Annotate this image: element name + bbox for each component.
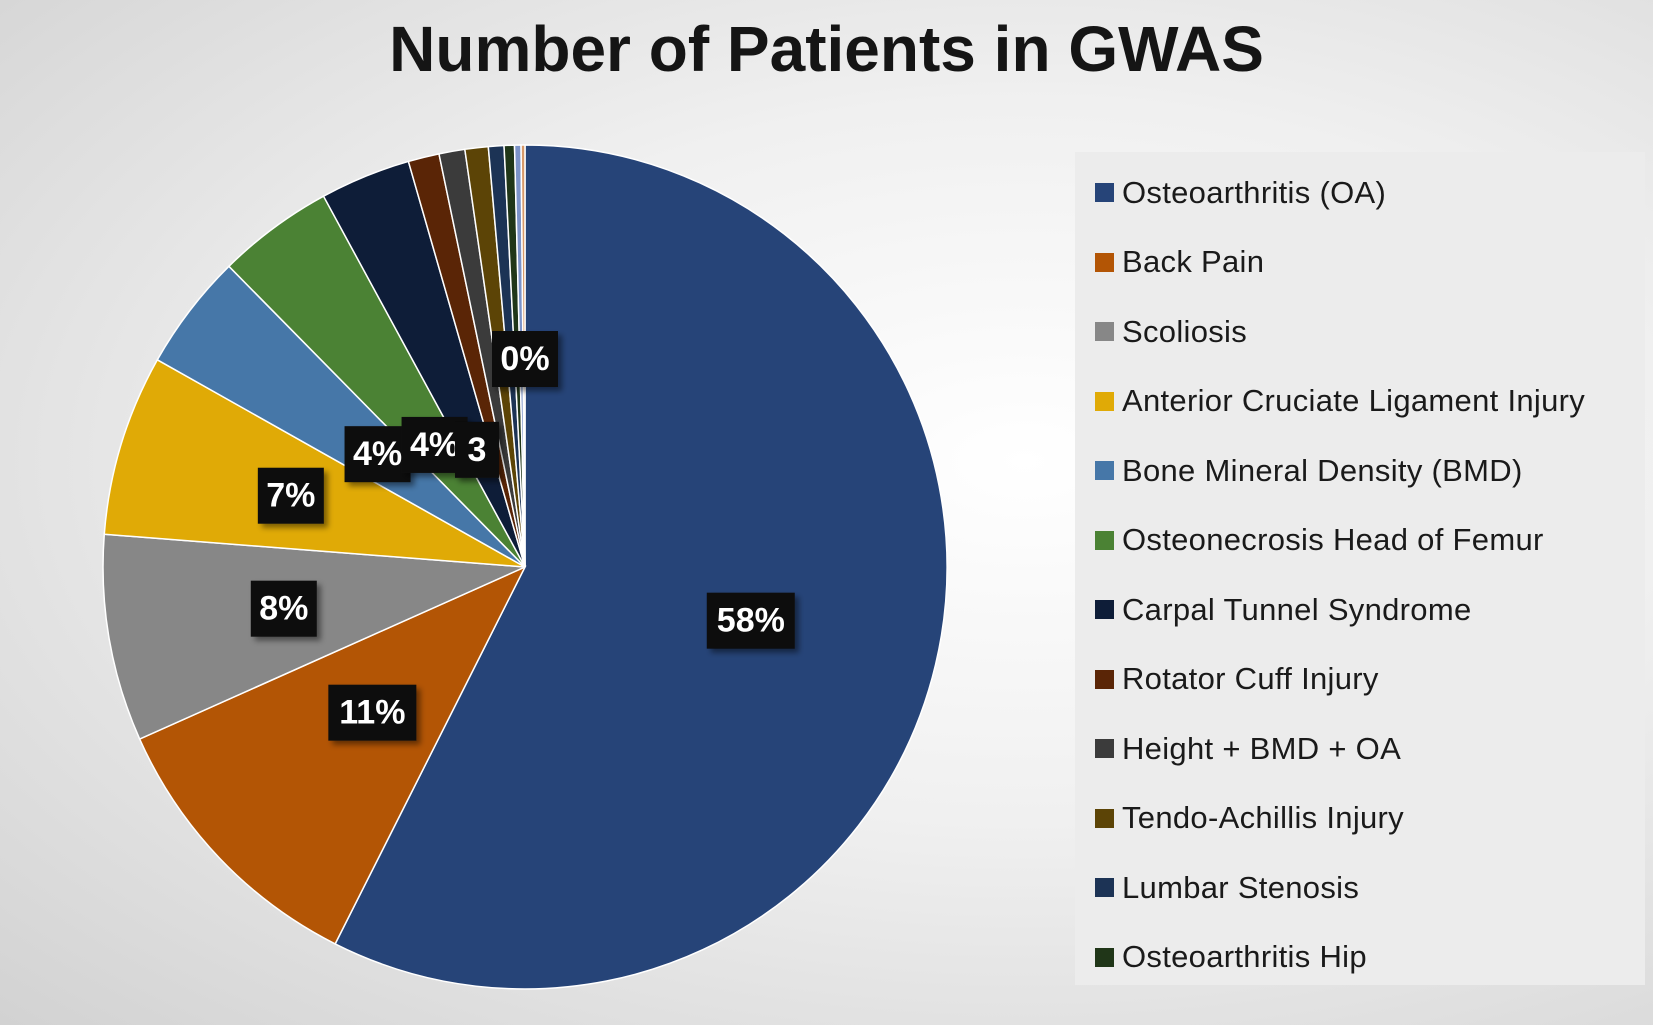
legend-item: Back Pain: [1095, 228, 1645, 298]
legend-label: Back Pain: [1122, 244, 1265, 280]
legend-label: Carpal Tunnel Syndrome: [1122, 591, 1472, 627]
data-label-text-11: 0%: [500, 340, 549, 378]
data-label-11: 0%: [492, 331, 558, 387]
pie-data-labels: 58%11%8%7%4% 4% 30%: [250, 331, 795, 741]
data-label-box-4: [344, 426, 411, 483]
legend-label: Bone Mineral Density (BMD): [1122, 452, 1523, 488]
legend-swatch: [1095, 183, 1114, 203]
data-label-2: 8%: [250, 580, 317, 637]
legend-swatch: [1095, 530, 1114, 550]
legend-swatch: [1095, 878, 1114, 898]
legend-swatch: [1095, 808, 1114, 828]
data-label-6: 3: [455, 421, 500, 478]
data-label-box-11: [492, 331, 558, 387]
legend-label: Osteonecrosis Head of Femur: [1122, 522, 1544, 558]
legend-swatch: [1095, 947, 1114, 967]
data-label-text-5: 4%: [410, 426, 459, 464]
data-label-text-2: 8%: [259, 590, 308, 628]
pie-slice-0: [334, 144, 948, 990]
legend-swatch: [1095, 461, 1114, 481]
legend-swatch: [1095, 322, 1114, 342]
data-label-text-6: 3: [468, 431, 487, 469]
legend-item: Osteoarthritis (OA): [1095, 158, 1645, 228]
legend-item: Rotator Cuff Injury: [1095, 645, 1645, 715]
data-label-text-0: 58%: [717, 602, 785, 640]
legend-item: Bone Mineral Density (BMD): [1095, 436, 1645, 506]
data-label-text-4: 4%: [353, 435, 402, 473]
chart-legend: Osteoarthritis (OA) Back Pain Scoliosis Ant…: [1075, 152, 1645, 985]
legend-item: Scoliosis: [1095, 297, 1645, 367]
legend-label: Tendo-Achillis Injury: [1122, 800, 1404, 836]
legend-label: Osteoarthritis (OA): [1122, 174, 1387, 210]
data-label-3: 7%: [257, 467, 324, 524]
legend-label: Rotator Cuff Injury: [1122, 661, 1379, 697]
pie-slice-1: [138, 565, 527, 945]
pie-slice-3: [103, 358, 526, 568]
legend-swatch: [1095, 669, 1114, 689]
legend-item: Carpal Tunnel Syndrome: [1095, 575, 1645, 645]
data-label-0: 58%: [706, 592, 795, 649]
legend-swatch: [1095, 391, 1114, 411]
data-label-text-1: 11%: [339, 694, 405, 732]
legend-swatch: [1095, 600, 1114, 620]
legend-swatch: [1095, 739, 1114, 759]
legend-label: Osteoarthritis Hip: [1122, 939, 1367, 975]
data-label-text-3: 7%: [266, 477, 315, 515]
legend-item: Osteonecrosis Head of Femur: [1095, 506, 1645, 576]
legend-item: Tendo-Achillis Injury: [1095, 784, 1645, 854]
data-label-box-1: [328, 684, 417, 741]
data-label-box-6: [455, 421, 500, 478]
legend-item: Osteoarthritis Hip: [1095, 923, 1645, 993]
legend-item: Height + BMD + OA: [1095, 714, 1645, 784]
legend-label: Anterior Cruciate Ligament Injury: [1122, 383, 1586, 419]
pie-slices: [102, 144, 948, 990]
data-label-4: 4%: [344, 426, 411, 483]
chart-title: Number of Patients in GWAS: [389, 13, 1264, 85]
legend-label: Height + BMD + OA: [1122, 730, 1402, 766]
pie-slice-13: [520, 144, 526, 568]
legend-label: Lumbar Stenosis: [1122, 869, 1360, 905]
legend-swatch: [1095, 252, 1114, 272]
legend-item: Lumbar Stenosis: [1095, 853, 1645, 923]
data-label-1: 11%: [328, 684, 417, 741]
data-label-box-2: [250, 580, 317, 637]
legend-item: Anterior Cruciate Ligament Injury: [1095, 367, 1645, 437]
data-label-box-3: [257, 467, 324, 524]
legend-label: Scoliosis: [1122, 313, 1248, 349]
data-label-box-0: [706, 592, 795, 649]
